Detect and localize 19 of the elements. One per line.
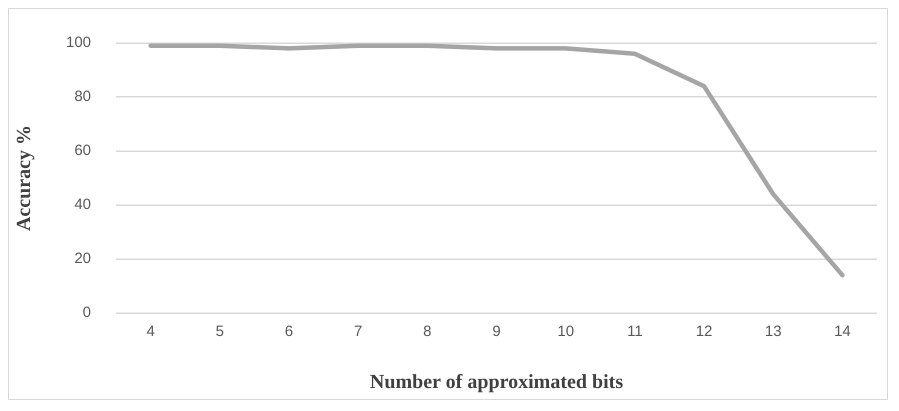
x-tick-label: 9 [492, 323, 501, 340]
x-tick-label: 4 [146, 323, 155, 340]
y-tick-label: 40 [74, 196, 92, 214]
x-tick-label: 6 [284, 323, 294, 340]
y-tick-label: 20 [74, 250, 92, 268]
x-tick-label: 12 [696, 323, 712, 340]
y-axis-title: Accuracy % [13, 124, 36, 232]
x-tick-label: 13 [764, 323, 782, 340]
y-tick-label: 80 [74, 88, 92, 106]
y-tick-label: 100 [66, 34, 92, 52]
y-tick-label: 0 [82, 304, 92, 322]
x-tick-label: 11 [627, 323, 643, 340]
x-tick-label: 5 [216, 323, 224, 340]
x-tick-label: 14 [834, 323, 851, 340]
y-tick-label: 60 [74, 142, 92, 160]
x-tick-label: 8 [423, 323, 432, 340]
x-tick-label: 7 [354, 323, 362, 340]
x-tick-label: 10 [557, 323, 574, 340]
x-axis-title: Number of approximated bits [370, 371, 624, 394]
